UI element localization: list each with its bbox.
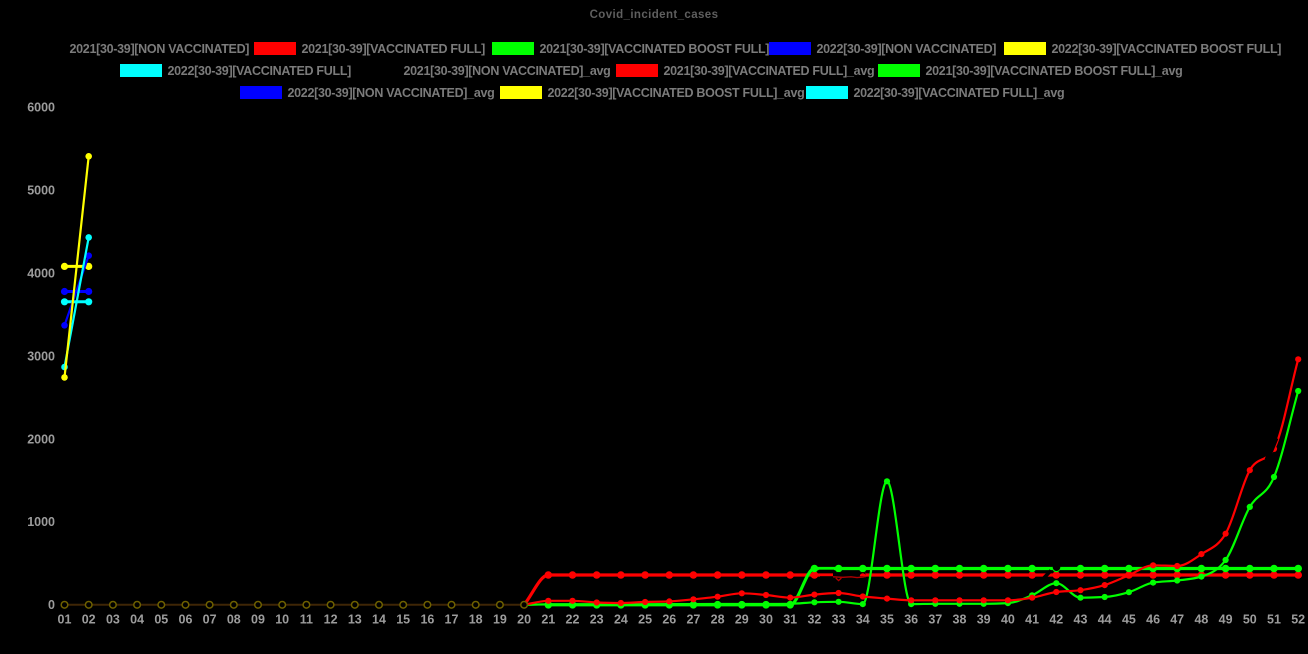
svg-text:4000: 4000 <box>27 267 55 281</box>
svg-text:28: 28 <box>711 613 725 627</box>
svg-text:44: 44 <box>1098 613 1112 627</box>
svg-text:41: 41 <box>1025 613 1039 627</box>
svg-text:06: 06 <box>179 613 193 627</box>
svg-text:27: 27 <box>686 613 700 627</box>
svg-text:07: 07 <box>203 613 217 627</box>
svg-text:42: 42 <box>1049 613 1063 627</box>
svg-text:48: 48 <box>1194 613 1208 627</box>
svg-text:43: 43 <box>1074 613 1088 627</box>
svg-text:16: 16 <box>420 613 434 627</box>
svg-text:46: 46 <box>1146 613 1160 627</box>
svg-text:15: 15 <box>396 613 410 627</box>
svg-text:26: 26 <box>662 613 676 627</box>
svg-text:0: 0 <box>48 598 55 612</box>
svg-text:23: 23 <box>590 613 604 627</box>
svg-text:31: 31 <box>783 613 797 627</box>
svg-text:33: 33 <box>832 613 846 627</box>
svg-text:29: 29 <box>735 613 749 627</box>
svg-text:38: 38 <box>953 613 967 627</box>
svg-text:52: 52 <box>1291 613 1305 627</box>
svg-text:50: 50 <box>1243 613 1257 627</box>
svg-text:40: 40 <box>1001 613 1015 627</box>
svg-text:22: 22 <box>566 613 580 627</box>
svg-text:02: 02 <box>82 613 96 627</box>
svg-text:5000: 5000 <box>27 184 55 198</box>
svg-text:49: 49 <box>1219 613 1233 627</box>
svg-text:03: 03 <box>106 613 120 627</box>
svg-text:05: 05 <box>154 613 168 627</box>
svg-text:13: 13 <box>348 613 362 627</box>
svg-text:25: 25 <box>638 613 652 627</box>
svg-text:20: 20 <box>517 613 531 627</box>
svg-text:01: 01 <box>58 613 72 627</box>
svg-text:10: 10 <box>275 613 289 627</box>
svg-text:21: 21 <box>541 613 555 627</box>
svg-text:36: 36 <box>904 613 918 627</box>
svg-text:32: 32 <box>807 613 821 627</box>
svg-text:18: 18 <box>469 613 483 627</box>
svg-text:09: 09 <box>251 613 265 627</box>
svg-text:14: 14 <box>372 613 386 627</box>
svg-text:19: 19 <box>493 613 507 627</box>
svg-text:12: 12 <box>324 613 338 627</box>
svg-text:30: 30 <box>759 613 773 627</box>
svg-text:2000: 2000 <box>27 432 55 446</box>
svg-text:3000: 3000 <box>27 349 55 363</box>
svg-text:39: 39 <box>977 613 991 627</box>
svg-text:37: 37 <box>928 613 942 627</box>
svg-text:35: 35 <box>880 613 894 627</box>
svg-text:45: 45 <box>1122 613 1136 627</box>
svg-text:11: 11 <box>300 613 313 627</box>
svg-text:51: 51 <box>1267 613 1281 627</box>
svg-text:17: 17 <box>445 613 459 627</box>
svg-text:04: 04 <box>130 613 144 627</box>
svg-text:6000: 6000 <box>27 101 55 115</box>
svg-text:47: 47 <box>1170 613 1184 627</box>
svg-text:24: 24 <box>614 613 628 627</box>
svg-text:1000: 1000 <box>27 515 55 529</box>
svg-text:08: 08 <box>227 613 241 627</box>
svg-text:34: 34 <box>856 613 870 627</box>
